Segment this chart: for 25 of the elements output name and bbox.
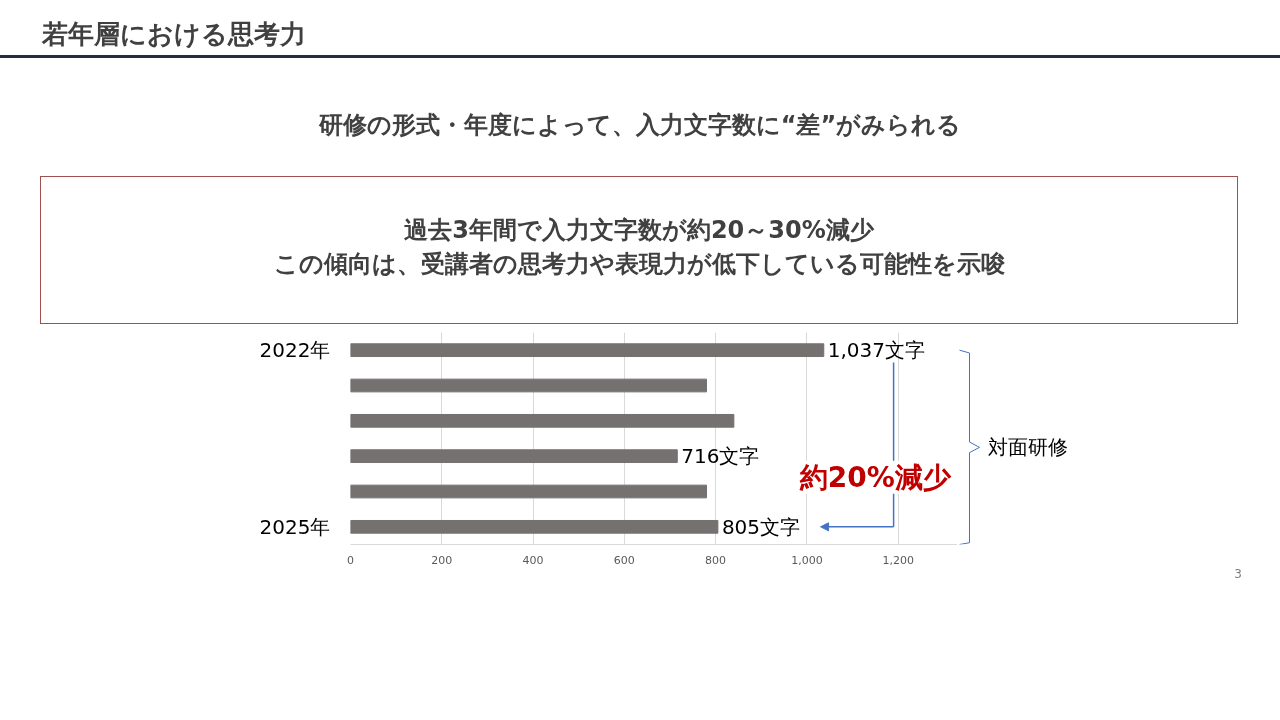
text: 過去3年間で入力文字数が約20～30%減少 (404, 216, 874, 244)
x-tick-label: 0 (347, 553, 354, 567)
text: 対面研修 (987, 435, 1068, 460)
bar (350, 449, 678, 464)
bar (350, 519, 719, 534)
chart-title: 若年層における思考力 (42, 18, 306, 51)
bar (350, 378, 707, 393)
x-tick-label: 1,000 (791, 553, 823, 567)
data-label: 1,037文字 (827, 338, 926, 363)
text: 3 (1234, 566, 1242, 583)
x-tick-label: 600 (613, 553, 635, 567)
y-tick-label: 2025年 (259, 514, 331, 539)
y-tick-label: 2022年 (259, 338, 331, 363)
bar (350, 484, 707, 499)
data-label: 805文字 (721, 514, 801, 539)
bar (350, 343, 825, 358)
x-tick-label: 800 (705, 553, 727, 567)
x-tick-label: 200 (431, 553, 453, 567)
bar (350, 413, 735, 428)
data-label: 716文字 (681, 444, 760, 469)
x-tick-label: 1,200 (882, 553, 914, 567)
x-tick-label: 400 (522, 553, 544, 567)
text: この傾向は、受講者の思考力や表現力が低下している可能性を示唆 (273, 250, 1005, 278)
annotation: 約20%減少 (798, 460, 952, 494)
chart-subtitle: 研修の形式・年度によって、入力文字数に“差”がみられる (318, 110, 962, 141)
